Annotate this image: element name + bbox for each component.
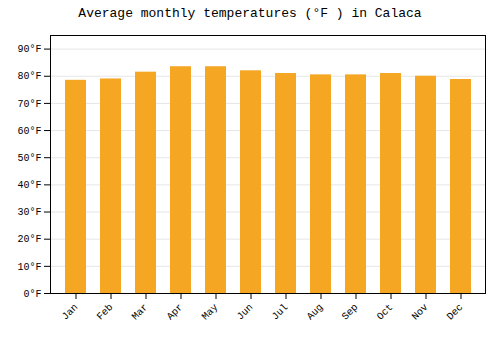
- svg-text:Apr: Apr: [165, 302, 186, 323]
- html-text:Average monthly temperatures (: Average monthly temperatures (°F ) in Ca…: [78, 6, 422, 21]
- svg-text:Jun: Jun: [235, 302, 256, 323]
- svg-text:80°F: 80°F: [17, 71, 41, 82]
- svg-text:Mar: Mar: [130, 302, 151, 323]
- svg-text:20°F: 20°F: [17, 234, 41, 245]
- svg-text:Aug: Aug: [305, 302, 326, 323]
- svg-text:50°F: 50°F: [17, 153, 41, 164]
- svg-text:May: May: [200, 302, 221, 323]
- svg-text:Jan: Jan: [60, 302, 81, 323]
- svg-text:40°F: 40°F: [17, 180, 41, 191]
- svg-text:Dec: Dec: [445, 302, 466, 323]
- svg-text:Nov: Nov: [410, 302, 431, 323]
- svg-text:Sep: Sep: [340, 302, 361, 323]
- svg-text:Feb: Feb: [95, 302, 116, 323]
- svg-text:30°F: 30°F: [17, 207, 41, 218]
- svg-text:60°F: 60°F: [17, 126, 41, 137]
- svg-text:10°F: 10°F: [17, 262, 41, 273]
- svg-text:Jul: Jul: [270, 302, 291, 323]
- svg-text:Oct: Oct: [375, 302, 396, 323]
- svg-text:70°F: 70°F: [17, 99, 41, 110]
- svg-text:90°F: 90°F: [17, 44, 41, 55]
- svg-text:0°F: 0°F: [23, 289, 41, 300]
